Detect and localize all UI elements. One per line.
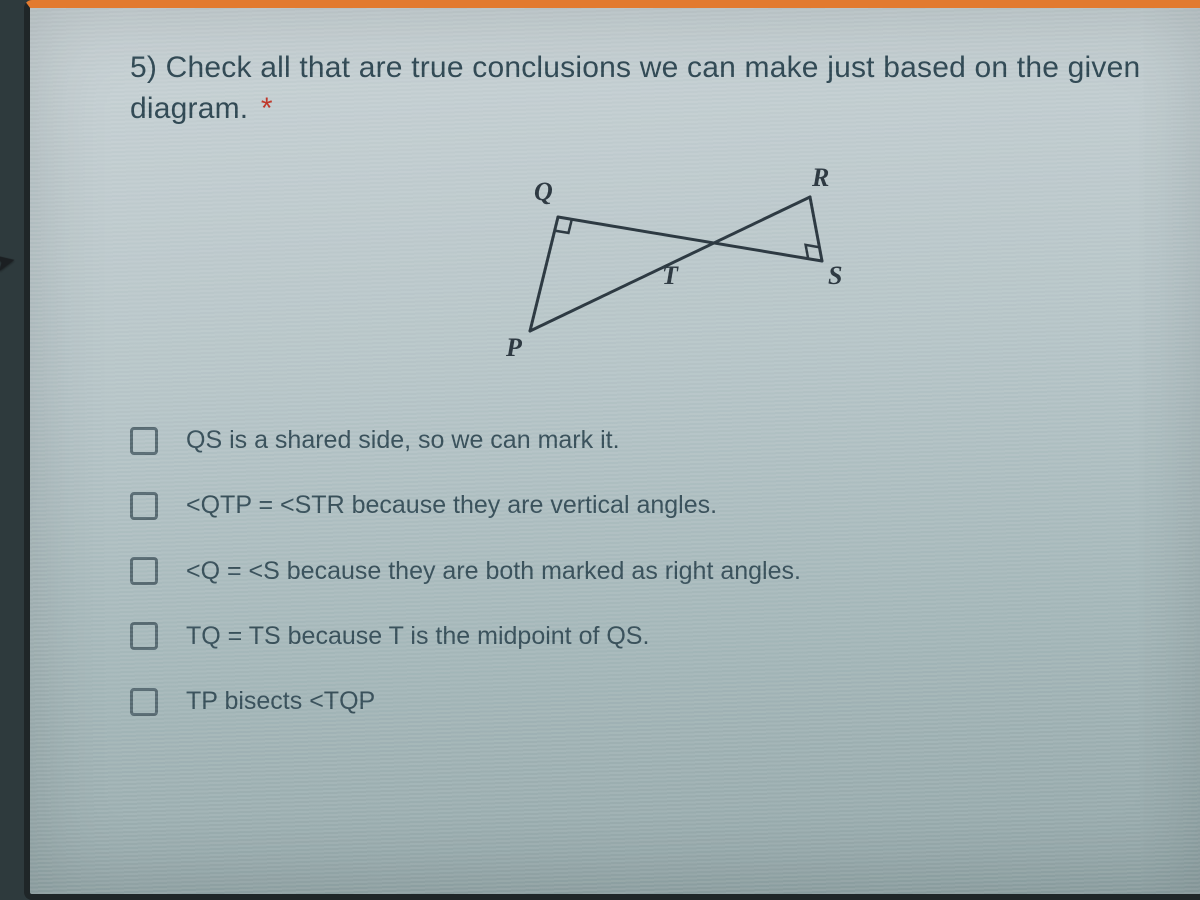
option-label: QS is a shared side, so we can mark it.	[186, 425, 620, 456]
vertex-label-s: S	[828, 261, 842, 291]
vertex-label-r: R	[812, 163, 829, 193]
option-row[interactable]: <QTP = <STR because they are vertical an…	[130, 490, 1170, 521]
option-label: <Q = <S because they are both marked as …	[186, 556, 801, 587]
option-label: TP bisects <TQP	[186, 686, 375, 717]
screen-frame: 5) Check all that are true conclusions w…	[24, 0, 1200, 900]
checkbox-icon[interactable]	[130, 427, 158, 455]
question-text: 5) Check all that are true conclusions w…	[130, 48, 1170, 129]
checkbox-icon[interactable]	[130, 688, 158, 716]
vertex-label-q: Q	[534, 177, 553, 207]
diagram-svg	[430, 167, 870, 377]
checkbox-icon[interactable]	[130, 622, 158, 650]
geometry-diagram: Q P T R S	[430, 167, 870, 377]
vertex-label-p: P	[506, 333, 522, 363]
option-label: TQ = TS because T is the midpoint of QS.	[186, 621, 649, 652]
option-row[interactable]: TQ = TS because T is the midpoint of QS.	[130, 621, 1170, 652]
question-body: Check all that are true conclusions we c…	[130, 51, 1140, 125]
question-content: 5) Check all that are true conclusions w…	[130, 48, 1170, 874]
option-row[interactable]: <Q = <S because they are both marked as …	[130, 556, 1170, 587]
options-list: QS is a shared side, so we can mark it. …	[130, 425, 1170, 717]
vertex-label-t: T	[662, 261, 678, 291]
checkbox-icon[interactable]	[130, 492, 158, 520]
option-row[interactable]: TP bisects <TQP	[130, 686, 1170, 717]
option-label: <QTP = <STR because they are vertical an…	[186, 490, 717, 521]
question-number: 5)	[130, 51, 157, 84]
checkbox-icon[interactable]	[130, 557, 158, 585]
mouse-cursor-icon: ➤	[0, 244, 19, 279]
diagram-container: Q P T R S	[130, 167, 1170, 377]
required-marker: *	[261, 92, 273, 125]
option-row[interactable]: QS is a shared side, so we can mark it.	[130, 425, 1170, 456]
